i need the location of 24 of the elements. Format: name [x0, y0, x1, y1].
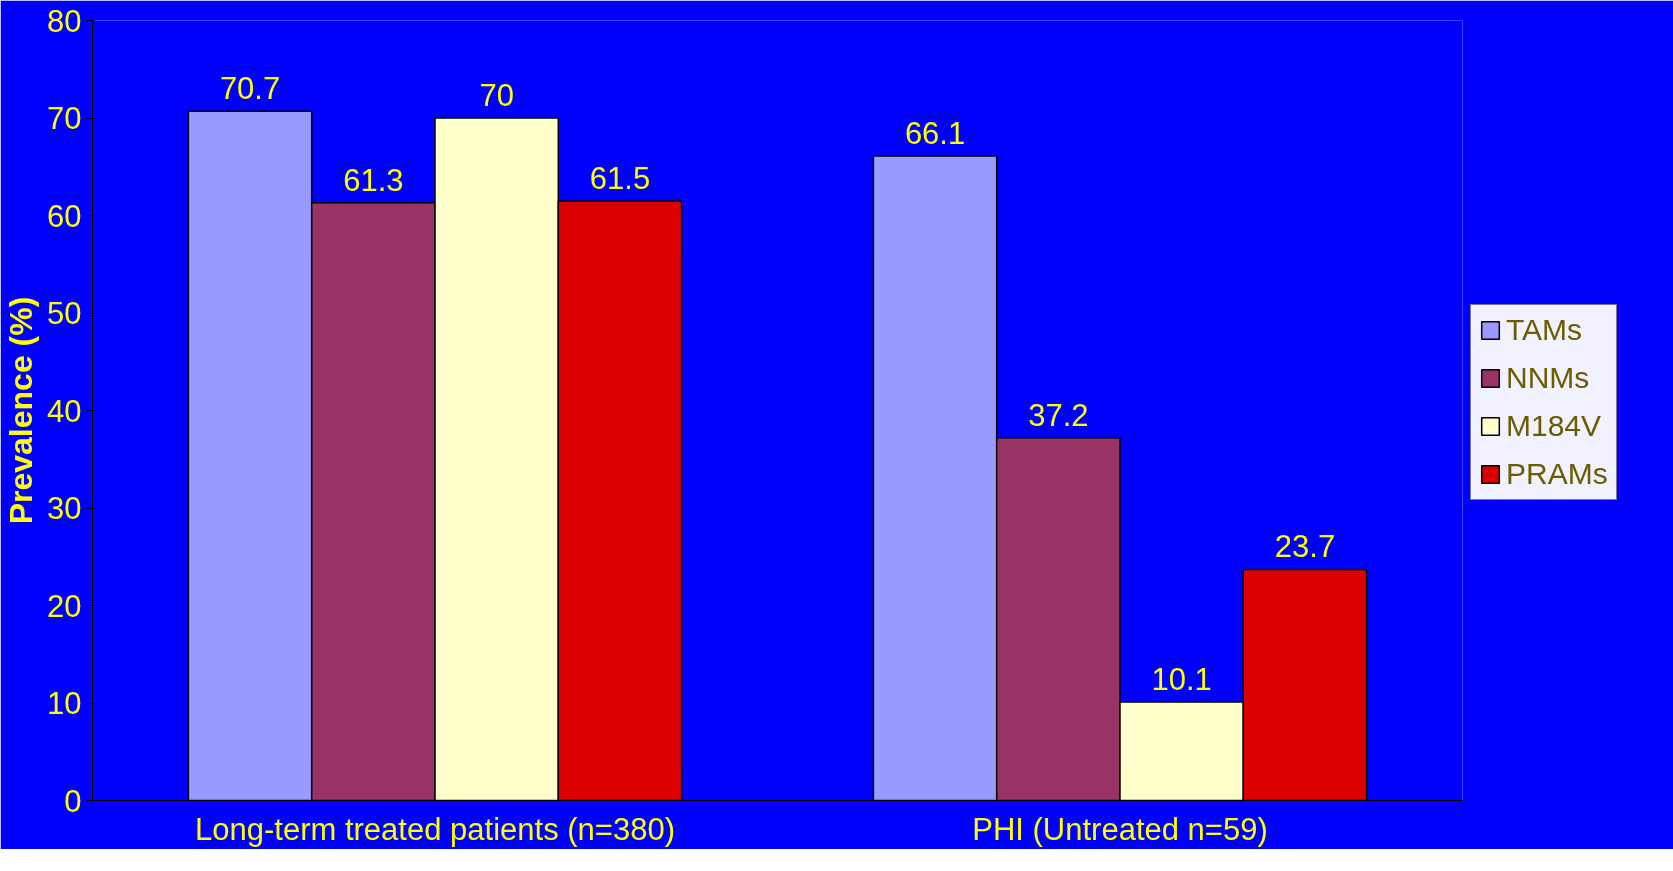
y-tick-label: 50: [47, 296, 82, 331]
x-tick-label: Long-term treated patients (n=380): [195, 811, 675, 847]
y-tick-label: 0: [64, 783, 82, 819]
x-tick-label: PHI (Untreated n=59): [972, 811, 1268, 847]
data-label: 61.5: [589, 160, 651, 196]
y-tick-label: 80: [47, 3, 82, 39]
legend-label: TAMs: [1506, 313, 1583, 347]
data-label: 37.2: [1028, 397, 1089, 433]
y-tick-label: 60: [47, 198, 82, 234]
data-label: 23.7: [1274, 529, 1336, 565]
legend-label: PRAMs: [1506, 457, 1608, 491]
y-axis-title: Prevalence (%): [3, 296, 40, 525]
data-label: 70.7: [219, 71, 281, 107]
y-tick-label: 40: [47, 393, 82, 429]
y-tick-label: 10: [47, 686, 82, 721]
y-tick-label: 20: [47, 588, 82, 624]
legend-label: M184V: [1506, 409, 1602, 443]
y-tick-label: 70: [47, 101, 82, 136]
data-label: 10.1: [1151, 662, 1212, 698]
data-label: 66.1: [904, 116, 966, 152]
data-label: 61.3: [343, 162, 404, 198]
legend-label: NNMs: [1506, 361, 1590, 395]
y-tick-label: 30: [47, 491, 82, 526]
data-label: 70: [479, 78, 514, 113]
